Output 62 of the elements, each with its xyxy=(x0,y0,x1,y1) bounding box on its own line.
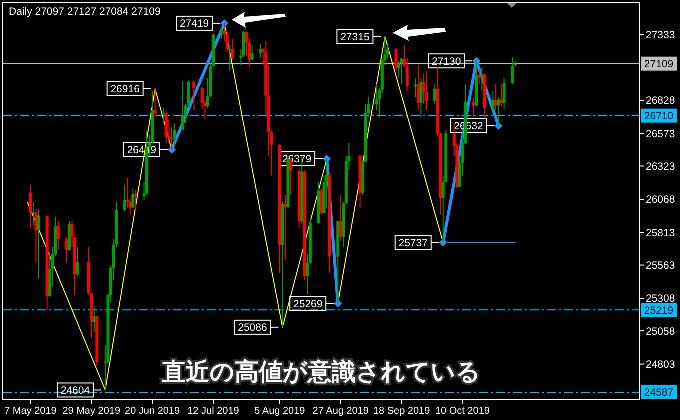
candlestick xyxy=(29,184,32,228)
annotation: 24604 xyxy=(60,384,90,397)
chart-title: Daily 27097 27127 27084 27109 xyxy=(9,6,161,18)
x-tick-label: 20 Jun 2019 xyxy=(125,406,181,417)
candlestick xyxy=(154,88,157,118)
y-tick-label: 27333 xyxy=(646,29,676,42)
candlestick xyxy=(425,71,428,112)
ref-line-label: 26710 xyxy=(644,110,674,123)
x-tick-label: 27 Aug 2019 xyxy=(312,406,370,417)
ref-line-label: 25219 xyxy=(644,304,674,317)
y-tick-label: 26828 xyxy=(646,95,676,108)
candlestick xyxy=(494,84,498,112)
candlestick xyxy=(162,108,166,124)
y-tick-label: 25058 xyxy=(646,326,676,338)
candlestick xyxy=(173,123,176,146)
x-tick-label: 29 May 2019 xyxy=(62,406,121,417)
candlestick xyxy=(414,78,418,98)
candlestick xyxy=(65,236,68,264)
candlestick xyxy=(132,188,135,209)
candlestick xyxy=(34,209,38,264)
annotation: 直近の高値が意識されている xyxy=(161,358,481,386)
y-tick-label: 26573 xyxy=(646,128,676,140)
y-tick-label: 25308 xyxy=(646,293,676,306)
candlestick xyxy=(76,246,80,277)
annotation: 27315 xyxy=(340,32,370,44)
candlestick xyxy=(192,80,196,112)
x-tick-label: 12 Jul 2019 xyxy=(188,406,240,417)
candlestick xyxy=(502,78,506,110)
candlestick xyxy=(284,194,287,261)
candlestick xyxy=(182,81,185,131)
ref-line-label: 24587 xyxy=(644,387,674,400)
annotation: 26916 xyxy=(110,84,140,96)
candlestick xyxy=(164,110,168,144)
y-tick-label: 26323 xyxy=(646,160,676,173)
candlestick xyxy=(492,90,495,112)
candlestick xyxy=(500,84,504,108)
candlestick xyxy=(511,56,514,86)
annotation: 25086 xyxy=(238,322,268,334)
x-tick-label: 10 Oct 2019 xyxy=(436,406,490,417)
annotation: 25737 xyxy=(398,237,428,250)
candlestick xyxy=(250,44,254,62)
candlestick xyxy=(394,48,398,72)
candlestick xyxy=(434,84,437,105)
y-tick-label: 25813 xyxy=(646,227,676,240)
x-tick-label: 18 Sep 2019 xyxy=(373,406,431,417)
candlestick xyxy=(480,67,484,92)
y-tick-label: 26068 xyxy=(646,194,676,206)
candlestick xyxy=(259,44,262,60)
candlestick xyxy=(231,38,234,60)
candlestick xyxy=(420,78,423,118)
annotation: 25269 xyxy=(294,298,323,310)
y-tick-label: 25563 xyxy=(646,260,676,272)
annotation: 27419 xyxy=(180,18,210,30)
candlestick xyxy=(320,188,323,216)
x-tick-label: 5 Aug 2019 xyxy=(254,406,306,417)
candlestick xyxy=(123,184,126,212)
candlestick xyxy=(56,220,60,251)
y-tick-label: 24803 xyxy=(646,358,676,371)
candlestick xyxy=(38,209,41,280)
ref-line-label: 27109 xyxy=(644,58,674,71)
candlestick xyxy=(228,44,232,72)
x-tick-label: 7 May 2019 xyxy=(4,406,58,417)
